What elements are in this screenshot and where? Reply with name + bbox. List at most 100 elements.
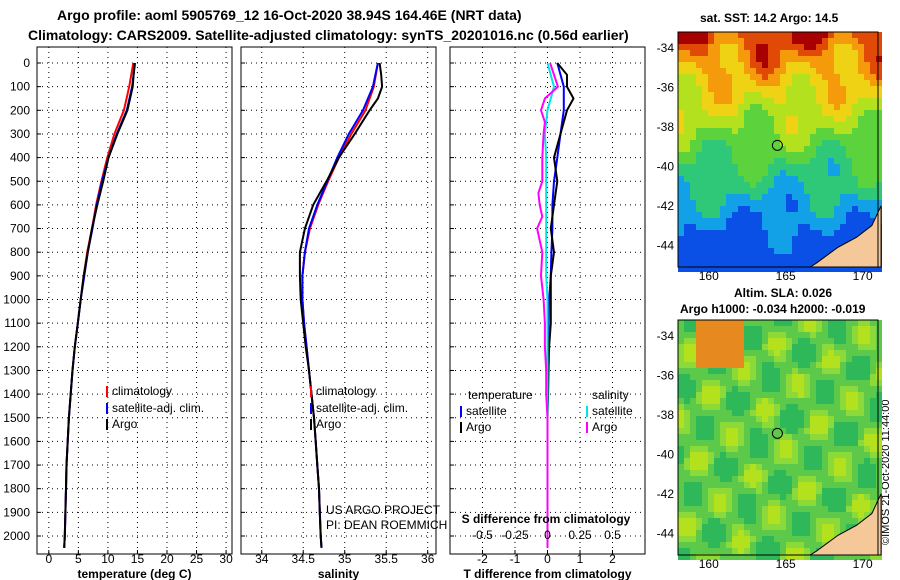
legend-label-difference: satellite <box>466 404 507 418</box>
credit-line-1: US ARGO PROJECT <box>326 503 441 517</box>
map-lat-label: -42 <box>657 487 675 501</box>
x-tick-label-temperature: 0 <box>45 552 52 566</box>
map-lat-label: -36 <box>657 368 675 382</box>
y-tick-label: 200 <box>10 103 30 117</box>
map-lon-label: 165 <box>776 557 796 571</box>
map-lat-label: -44 <box>657 526 675 540</box>
map-lon-label: 170 <box>853 269 873 283</box>
map-lat-label: -34 <box>657 41 675 55</box>
series-line-salinity-climatology <box>301 62 379 548</box>
title-line-2: Climatology: CARS2009. Satellite-adjuste… <box>28 27 629 43</box>
x-tick-label-salinity: 35 <box>338 552 352 566</box>
map-lon-label: 160 <box>699 557 719 571</box>
land <box>808 205 882 268</box>
y-tick-label: 400 <box>10 151 30 165</box>
credit-line-2: PI: DEAN ROEMMICH <box>326 518 447 532</box>
series-line-salinity-satellite-adj-clim- <box>301 62 379 548</box>
y-tick-label: 2000 <box>3 529 30 543</box>
y-tick-label: 700 <box>10 222 30 236</box>
x-tick-label-temperature: 30 <box>219 552 233 566</box>
float-marker <box>771 139 783 151</box>
y-tick-label: 1700 <box>3 458 30 472</box>
x-tick-label-difference: 2 <box>609 552 616 566</box>
sla-map-title-1: Altim. SLA: 0.026 <box>734 286 833 300</box>
series-line-temperature-argo <box>63 62 136 548</box>
x-tick-label-salinity: 36 <box>421 552 435 566</box>
panel-frame-temperature <box>36 46 233 555</box>
x-tick-label-temperature: 20 <box>160 552 174 566</box>
x-tick-label-temperature: 15 <box>131 552 145 566</box>
legend-label-salinity: climatology <box>316 384 376 398</box>
y-tick-label: 1800 <box>3 482 30 496</box>
x-tick-label-difference: -1 <box>510 552 521 566</box>
x-axis-label-temperature: temperature (deg C) <box>77 567 191 580</box>
y-tick-label: 300 <box>10 127 30 141</box>
x-tick-label-salinity: 34 <box>255 552 269 566</box>
sst-map <box>677 31 882 272</box>
y-tick-label: 1500 <box>3 411 30 425</box>
x-tick-label-2-difference: -0.25 <box>501 528 529 542</box>
legend-label-difference: Argo <box>466 420 492 434</box>
sla-map-title-2: Argo h1000: -0.034 h2000: -0.019 <box>680 302 866 316</box>
y-tick-label: 1200 <box>3 340 30 354</box>
map-lat-label: -36 <box>657 80 675 94</box>
map-lat-label: -38 <box>657 408 675 422</box>
map-lat-label: -40 <box>657 447 675 461</box>
legend-label-difference: satellite <box>592 404 633 418</box>
y-tick-label: 1400 <box>3 387 30 401</box>
legend-label-temperature: Argo <box>112 417 138 431</box>
x-tick-label-difference: 0 <box>544 552 551 566</box>
y-tick-label: 1000 <box>3 293 30 307</box>
x-tick-label-2-difference: 0.25 <box>568 528 592 542</box>
y-tick-label: 0 <box>23 56 30 70</box>
land <box>808 493 882 556</box>
legend-label-salinity: satellite-adj. clim. <box>316 401 408 415</box>
series-line-temperature-satellite-adj-clim- <box>63 62 137 548</box>
y-tick-label: 1300 <box>3 363 30 377</box>
series-line-difference-temperature-argo <box>546 62 575 548</box>
x-tick-label-2-difference: -0.5 <box>472 528 493 542</box>
legend-group-salinity: salinity <box>592 388 629 402</box>
x-axis-label-salinity: salinity <box>318 567 360 580</box>
map-frame <box>677 319 879 556</box>
x-axis-label-difference: T difference from climatology <box>463 567 631 580</box>
map-lat-label: -40 <box>657 159 675 173</box>
x-axis-label-2-difference: S difference from climatology <box>462 512 631 526</box>
x-tick-label-salinity: 34.5 <box>292 552 316 566</box>
title-line-1: Argo profile: aoml 5905769_12 16-Oct-202… <box>57 7 522 23</box>
map-frame <box>677 31 879 268</box>
x-tick-label-temperature: 10 <box>101 552 115 566</box>
legend-label-difference: Argo <box>592 420 618 434</box>
legend-label-salinity: Argo <box>316 417 342 431</box>
legend-label-temperature: climatology <box>112 384 172 398</box>
map-lat-label: -42 <box>657 199 675 213</box>
x-tick-label-salinity: 35.5 <box>375 552 399 566</box>
sla-map <box>677 319 882 560</box>
map-lat-label: -34 <box>657 329 675 343</box>
series-line-salinity-argo <box>298 62 384 548</box>
y-tick-label: 600 <box>10 198 30 212</box>
x-tick-label-temperature: 25 <box>190 552 204 566</box>
y-tick-label: 800 <box>10 245 30 259</box>
map-lon-label: 165 <box>776 269 796 283</box>
map-lat-label: -44 <box>657 238 675 252</box>
series-line-temperature-climatology <box>63 62 135 548</box>
y-tick-label: 1600 <box>3 434 30 448</box>
y-tick-label: 1100 <box>4 316 30 330</box>
y-tick-label: 900 <box>10 269 30 283</box>
series-line-difference-salinity-argo <box>536 62 560 548</box>
y-tick-label: 500 <box>10 174 30 188</box>
x-tick-label-2-difference: 0.5 <box>604 528 621 542</box>
y-tick-label: 100 <box>10 80 30 94</box>
map-lat-label: -38 <box>657 120 675 134</box>
sst-map-title: sat. SST: 14.2 Argo: 14.5 <box>700 11 839 25</box>
panel-frame-salinity <box>240 46 437 555</box>
x-tick-label-2-difference: 0 <box>544 528 551 542</box>
legend-label-temperature: satellite-adj. clim. <box>112 401 204 415</box>
y-tick-label: 1900 <box>3 505 30 519</box>
x-tick-label-difference: -2 <box>477 552 488 566</box>
map-lon-label: 160 <box>699 269 719 283</box>
float-marker <box>771 427 783 439</box>
map-lon-label: 170 <box>853 557 873 571</box>
